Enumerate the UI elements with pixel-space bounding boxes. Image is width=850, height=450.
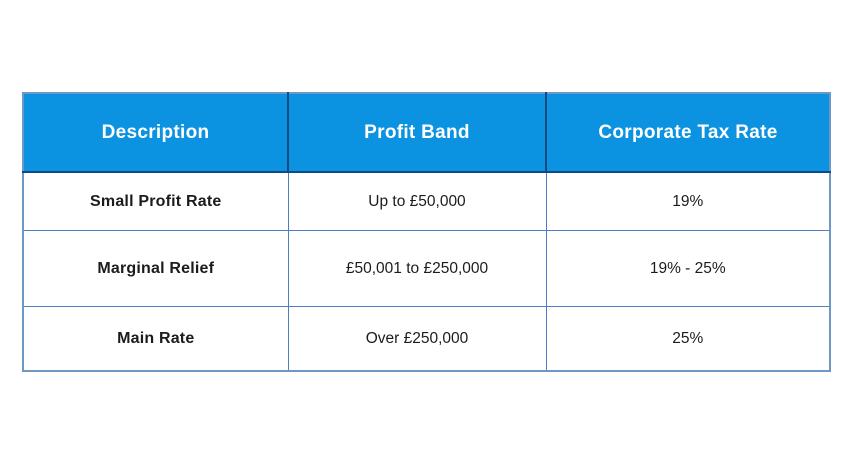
cell-description: Marginal Relief: [22, 230, 289, 307]
column-header-corporate-tax-rate: Corporate Tax Rate: [545, 92, 831, 173]
corporate-tax-table: Description Profit Band Corporate Tax Ra…: [22, 92, 831, 372]
cell-tax-rate: 19% - 25%: [545, 230, 831, 307]
cell-profit-band: £50,001 to £250,000: [287, 230, 547, 307]
table-row-main-rate: Main Rate Over £250,000 25%: [22, 306, 831, 372]
cell-description: Small Profit Rate: [22, 171, 289, 231]
table-row-small-profit-rate: Small Profit Rate Up to £50,000 19%: [22, 171, 831, 231]
column-header-description: Description: [22, 92, 289, 173]
cell-profit-band: Over £250,000: [287, 306, 547, 372]
cell-tax-rate: 25%: [545, 306, 831, 372]
cell-tax-rate: 19%: [545, 171, 831, 231]
column-header-profit-band: Profit Band: [287, 92, 547, 173]
header-row: Description Profit Band Corporate Tax Ra…: [22, 92, 831, 173]
table-row-marginal-relief: Marginal Relief £50,001 to £250,000 19% …: [22, 230, 831, 307]
cell-description: Main Rate: [22, 306, 289, 372]
cell-profit-band: Up to £50,000: [287, 171, 547, 231]
